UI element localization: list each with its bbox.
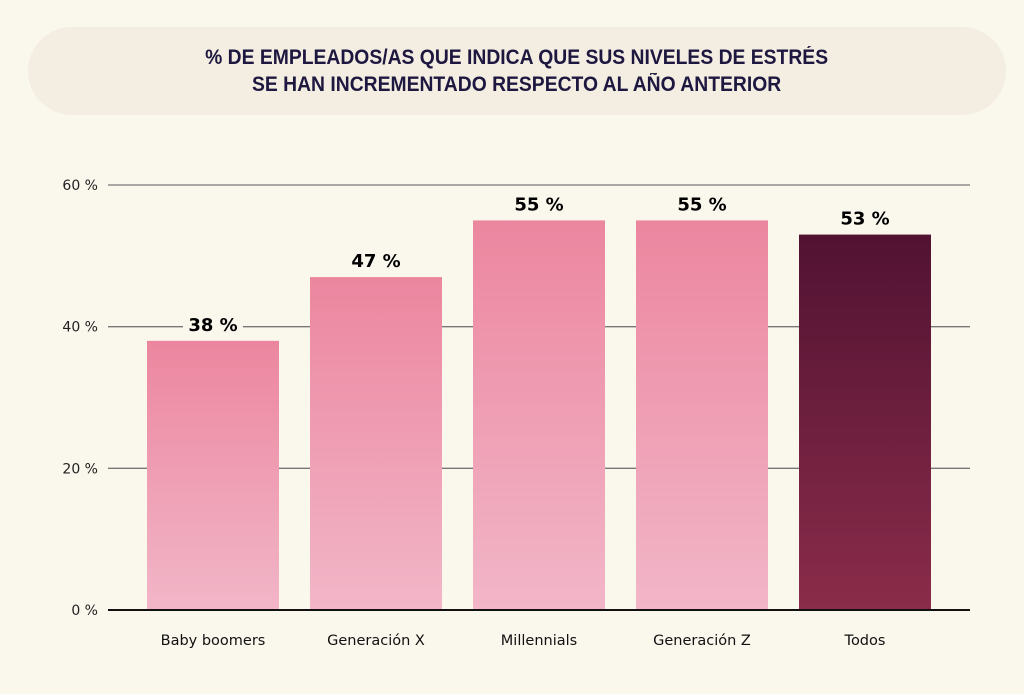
y-tick-label: 40 % bbox=[62, 320, 98, 336]
value-label-background bbox=[183, 313, 243, 336]
y-tick-label: 60 % bbox=[62, 178, 98, 194]
bar-generaci-n-x bbox=[310, 277, 442, 610]
y-tick-label: 20 % bbox=[62, 461, 98, 477]
bar-baby-boomers bbox=[147, 340, 279, 610]
y-tick-label: 0 % bbox=[71, 603, 98, 619]
value-label: 55 % bbox=[514, 194, 563, 215]
value-label-background bbox=[835, 207, 895, 230]
x-tick-label: Baby boomers bbox=[161, 633, 266, 649]
value-label: 47 % bbox=[351, 251, 400, 272]
bar-generaci-n-z bbox=[636, 220, 768, 610]
value-label: 55 % bbox=[677, 194, 726, 215]
x-tick-label: Generación Z bbox=[653, 633, 751, 649]
bar-todos bbox=[799, 234, 931, 611]
x-tick-label: Millennials bbox=[501, 633, 577, 649]
value-label-background bbox=[346, 250, 406, 273]
value-label: 38 % bbox=[188, 315, 237, 336]
value-label-background bbox=[509, 193, 569, 216]
x-tick-label: Todos bbox=[844, 633, 886, 649]
x-tick-label: Generación X bbox=[327, 633, 425, 649]
chart-title-line-1: % DE EMPLEADOS/AS QUE INDICA QUE SUS NIV… bbox=[205, 46, 829, 69]
chart-title-box: % DE EMPLEADOS/AS QUE INDICA QUE SUS NIV… bbox=[28, 27, 1006, 115]
bar-millennials bbox=[473, 220, 605, 610]
value-label: 53 % bbox=[840, 209, 889, 230]
value-label-background bbox=[672, 193, 732, 216]
chart-title-line-2: SE HAN INCREMENTADO RESPECTO AL AÑO ANTE… bbox=[252, 73, 782, 96]
